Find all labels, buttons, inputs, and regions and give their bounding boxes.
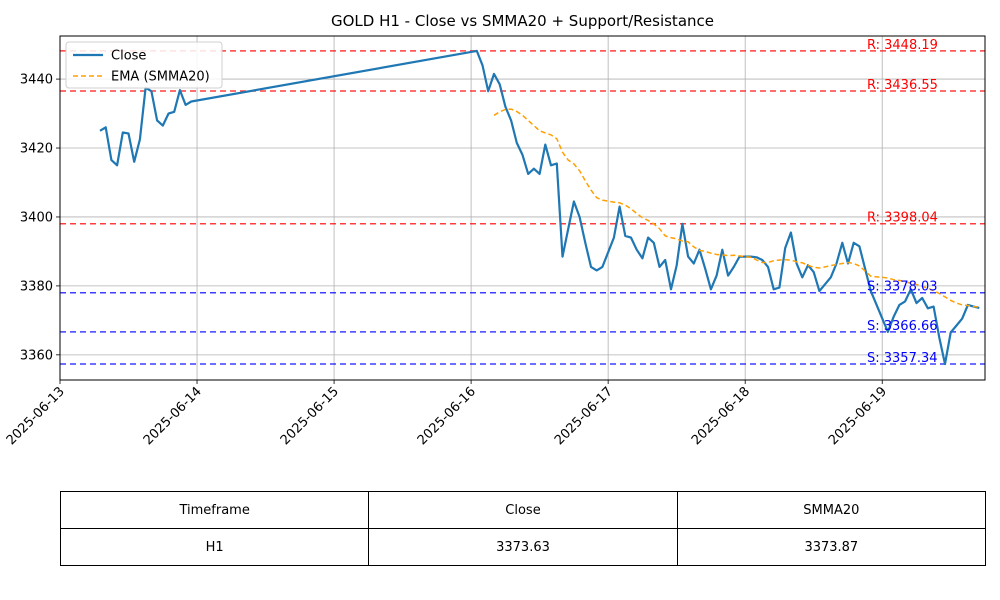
x-tick-label: 2025-06-14 xyxy=(141,384,205,448)
y-tick-label: 3400 xyxy=(20,210,53,225)
table-cell: 3373.87 xyxy=(676,528,987,566)
y-tick-label: 3380 xyxy=(20,279,53,294)
legend-label: EMA (SMMA20) xyxy=(111,70,210,85)
x-tick-label: 2025-06-15 xyxy=(278,384,342,448)
y-tick-label: 3360 xyxy=(20,348,53,363)
support-level-label: S: 3357.34 xyxy=(867,351,938,366)
x-tick-label: 2025-06-19 xyxy=(826,384,890,448)
table-cell: H1 xyxy=(59,528,370,566)
x-tick-label: 2025-06-16 xyxy=(415,384,479,448)
chart-title: GOLD H1 - Close vs SMMA20 + Support/Resi… xyxy=(331,12,714,30)
support-level-label: S: 3378.03 xyxy=(867,280,938,295)
resistance-level-label: R: 3436.55 xyxy=(867,78,938,93)
close-series-line xyxy=(99,49,980,366)
plot-frame xyxy=(59,35,986,381)
table-header-cell: Close xyxy=(368,491,678,529)
table-cell: 3373.63 xyxy=(368,528,678,566)
x-tick-label: 2025-06-18 xyxy=(689,384,753,448)
legend-label: Close xyxy=(111,49,146,64)
table-row: H1 3373.63 3373.87 xyxy=(59,528,987,566)
y-tick-label: 3420 xyxy=(20,142,53,157)
x-tick-label: 2025-06-17 xyxy=(552,384,616,448)
table-header-cell: SMMA20 xyxy=(676,491,987,529)
legend-box xyxy=(65,41,223,89)
smma-series-line xyxy=(493,108,980,308)
y-tick-label: 3440 xyxy=(20,73,53,88)
resistance-level-label: R: 3448.19 xyxy=(867,38,938,53)
support-level-label: S: 3366.66 xyxy=(867,319,938,334)
summary-table: Timeframe Close SMMA20 H1 3373.63 3373.8… xyxy=(59,491,987,566)
table-header-cell: Timeframe xyxy=(59,491,370,529)
series-group xyxy=(99,49,980,366)
table-header-row: Timeframe Close SMMA20 xyxy=(59,491,987,529)
resistance-level-label: R: 3398.04 xyxy=(867,211,938,226)
x-tick-label: 2025-06-13 xyxy=(4,384,68,448)
